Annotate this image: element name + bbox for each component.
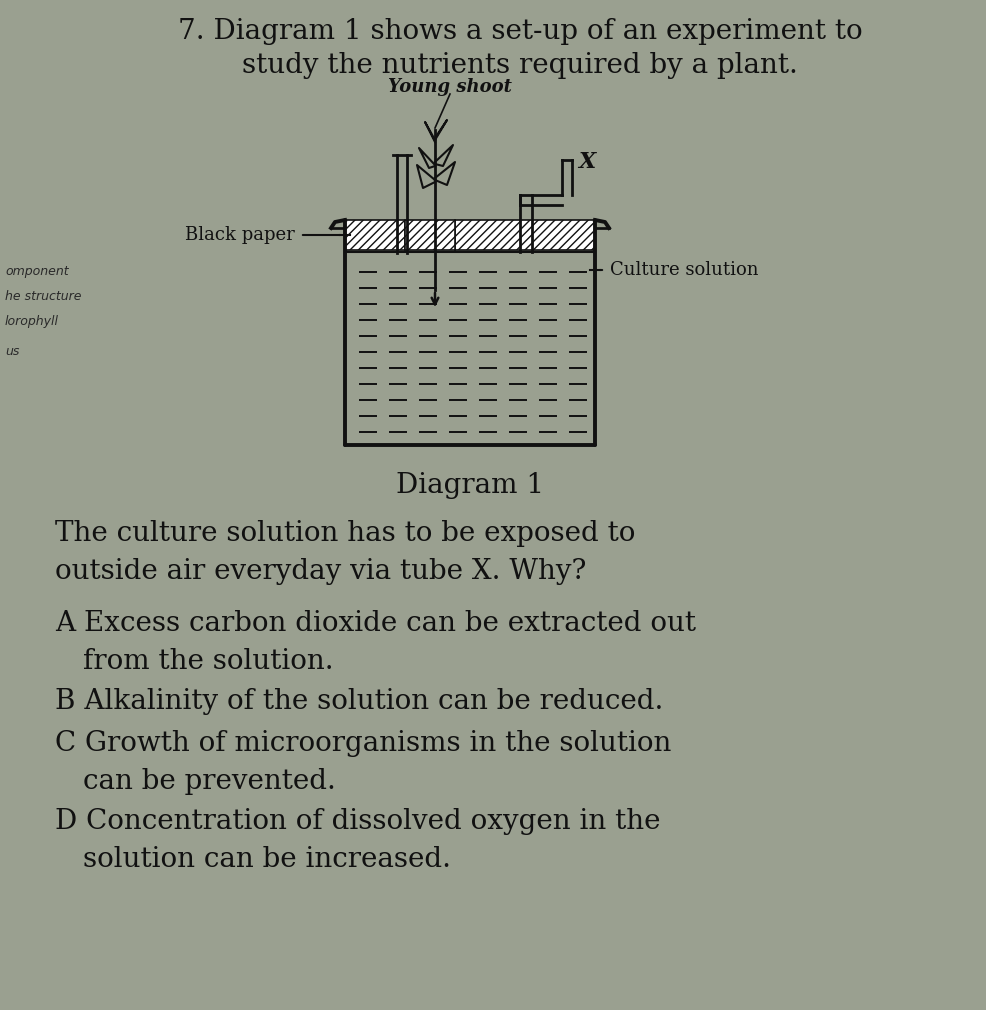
Bar bbox=[345, 220, 404, 250]
Text: from the solution.: from the solution. bbox=[83, 648, 333, 675]
Text: can be prevented.: can be prevented. bbox=[83, 768, 335, 795]
Text: study the nutrients required by a plant.: study the nutrients required by a plant. bbox=[242, 52, 797, 79]
Text: X: X bbox=[578, 152, 595, 173]
Text: solution can be increased.: solution can be increased. bbox=[83, 846, 451, 873]
Text: Young shoot: Young shoot bbox=[387, 78, 512, 96]
Text: D Concentration of dissolved oxygen in the: D Concentration of dissolved oxygen in t… bbox=[55, 808, 660, 835]
Text: The culture solution has to be exposed to: The culture solution has to be exposed t… bbox=[55, 520, 635, 547]
Bar bbox=[455, 220, 595, 250]
Text: lorophyll: lorophyll bbox=[5, 315, 59, 328]
Text: us: us bbox=[5, 345, 20, 358]
Bar bbox=[404, 220, 455, 250]
Text: Culture solution: Culture solution bbox=[609, 261, 757, 279]
Text: C Growth of microorganisms in the solution: C Growth of microorganisms in the soluti… bbox=[55, 730, 670, 758]
Text: he structure: he structure bbox=[5, 290, 82, 303]
Text: 7. Diagram 1 shows a set-up of an experiment to: 7. Diagram 1 shows a set-up of an experi… bbox=[177, 18, 862, 45]
Text: A Excess carbon dioxide can be extracted out: A Excess carbon dioxide can be extracted… bbox=[55, 610, 695, 637]
Text: omponent: omponent bbox=[5, 265, 69, 278]
Text: outside air everyday via tube X. Why?: outside air everyday via tube X. Why? bbox=[55, 558, 586, 585]
Text: Diagram 1: Diagram 1 bbox=[395, 472, 543, 499]
Text: B Alkalinity of the solution can be reduced.: B Alkalinity of the solution can be redu… bbox=[55, 688, 663, 715]
Text: Black paper: Black paper bbox=[185, 226, 295, 244]
